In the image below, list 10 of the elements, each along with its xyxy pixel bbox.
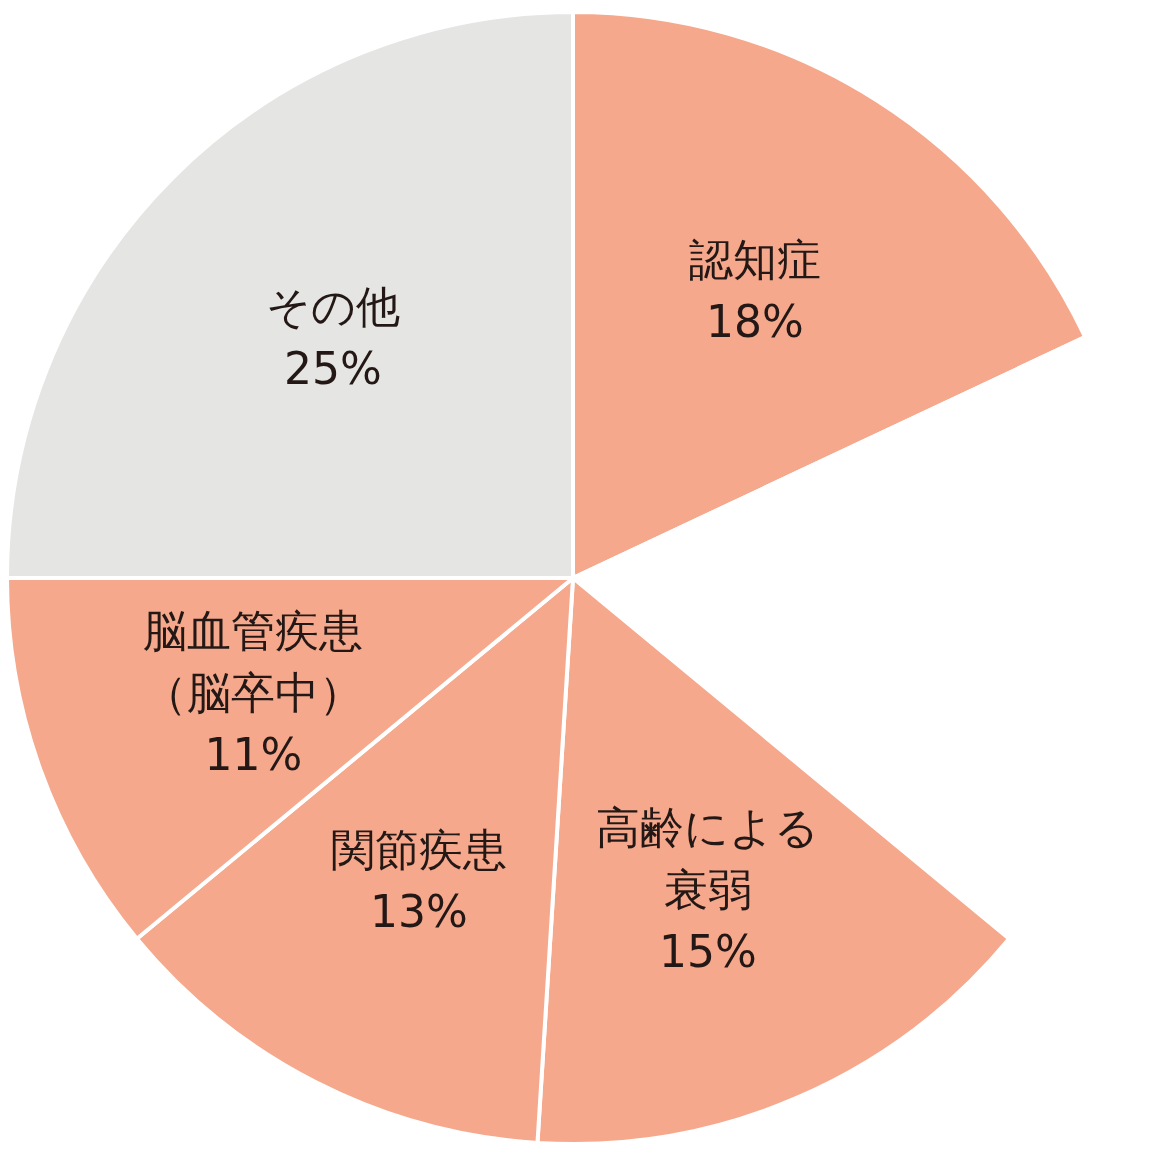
slice-label: 高齢による衰弱 [596,801,820,915]
data-label: 13% [369,885,468,937]
slice-label: 関節疾患 [330,823,507,875]
data-label: 18% [706,296,804,348]
slice-label: 脳血管疾患（脳卒中） [143,605,364,719]
data-label: 25% [283,342,382,394]
data-label: 11% [204,729,303,781]
slice-label: その他 [265,280,400,332]
data-label: 15% [658,925,757,977]
slice-label: 認知症 [688,234,821,286]
